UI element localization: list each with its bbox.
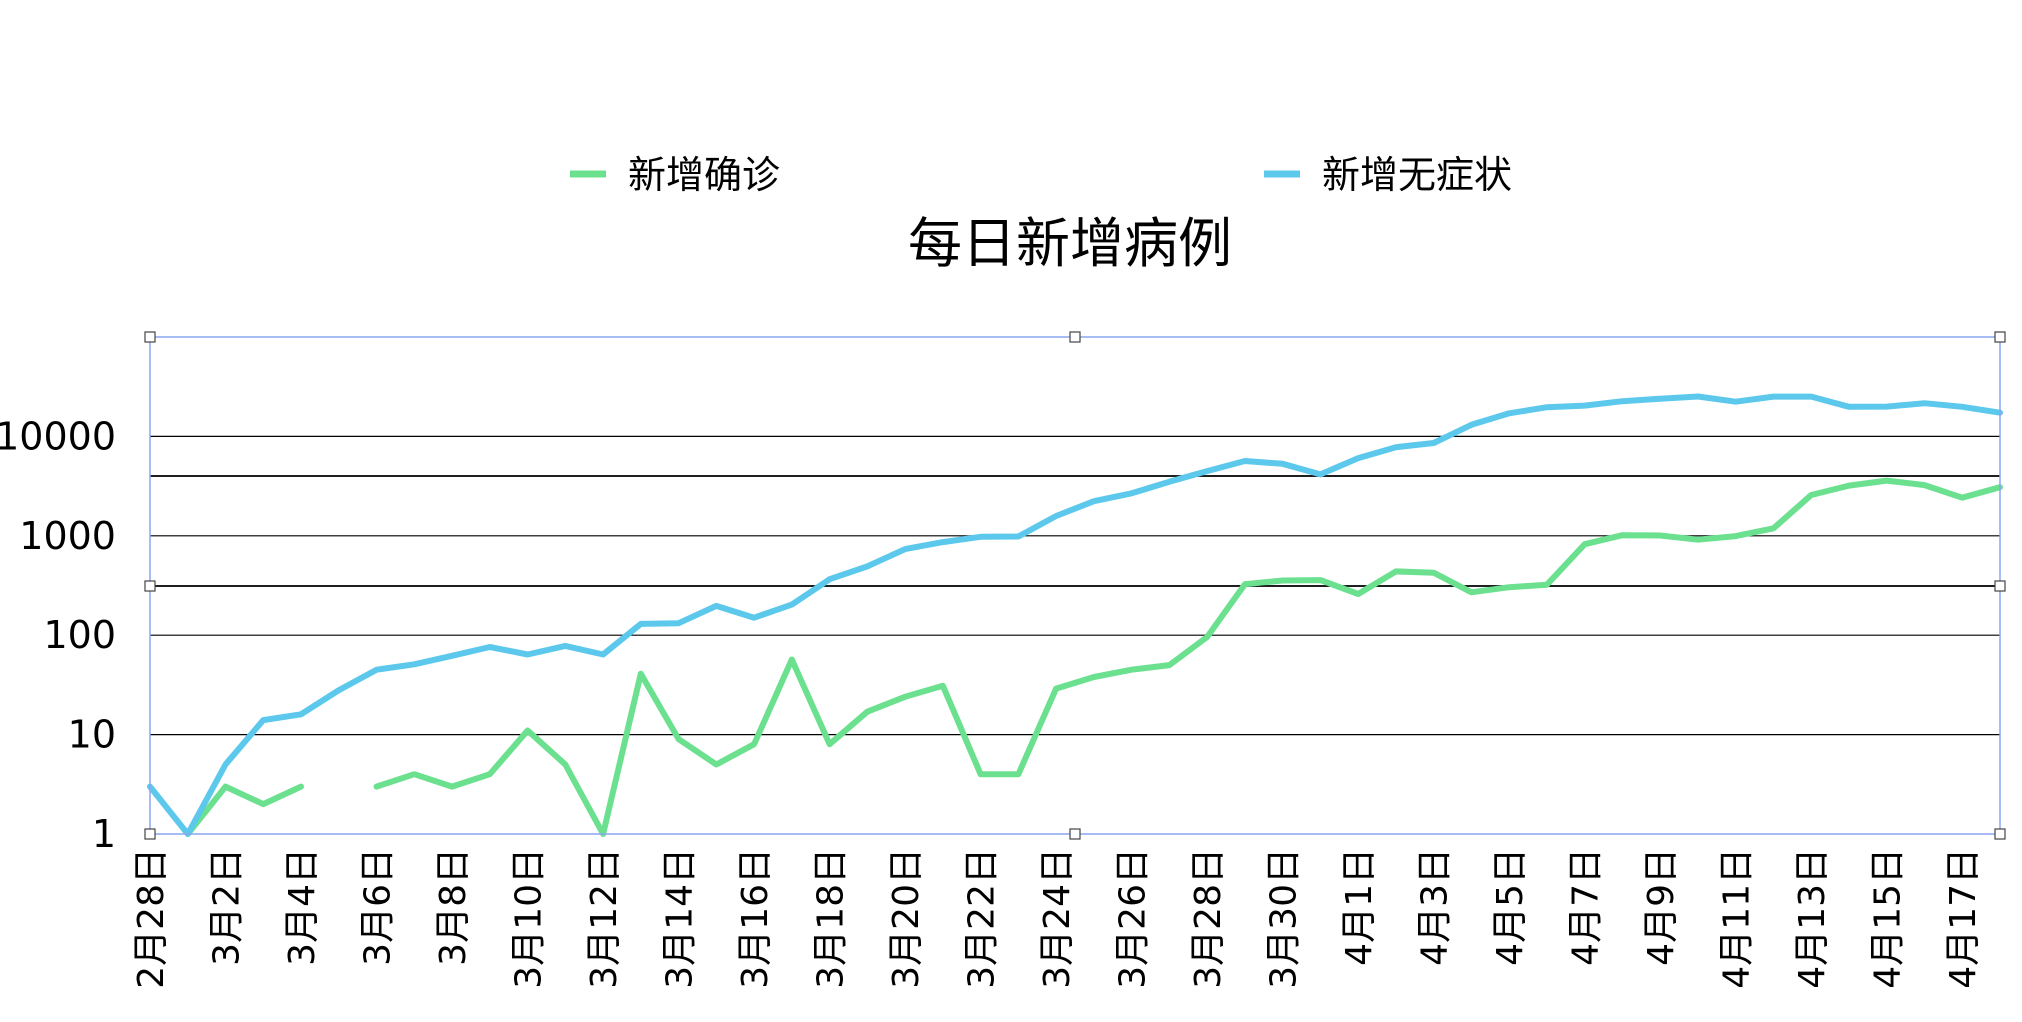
x-tick-label: 4月3日: [1415, 848, 1456, 966]
legend-label: 新增确诊: [628, 153, 780, 197]
x-tick-label: 4月11日: [1717, 848, 1758, 989]
x-tick-label: 4月5日: [1490, 848, 1531, 966]
x-tick-label: 4月9日: [1641, 848, 1682, 966]
x-tick-label: 4月7日: [1566, 848, 1607, 966]
x-tick-label: 3月4日: [282, 848, 323, 966]
y-tick-label: 10000: [0, 414, 116, 458]
series-line-新增无症状: [147, 393, 2003, 837]
x-tick-label: 3月22日: [962, 848, 1003, 989]
y-tick-label: 1: [92, 812, 116, 856]
y-tick-label: 100: [43, 613, 116, 657]
plot-selection-frame[interactable]: [144, 331, 2006, 840]
x-tick-label: 3月24日: [1037, 848, 1078, 989]
legend-label: 新增无症状: [1322, 153, 1512, 197]
x-tick-label: 3月14日: [660, 848, 701, 989]
x-tick-label: 3月12日: [584, 848, 625, 989]
x-tick-label: 3月26日: [1113, 848, 1154, 989]
y-axis-ticks: 1 10 100 1000 10000: [0, 414, 116, 856]
series-lines: [147, 393, 2003, 837]
chart-title: 每日新增病例: [908, 212, 1232, 275]
series-line-新增确诊: [184, 477, 2003, 837]
resize-handle[interactable]: [144, 580, 156, 592]
x-tick-label: 3月20日: [886, 848, 927, 989]
x-tick-label: 3月18日: [811, 848, 852, 989]
x-tick-label: 3月8日: [433, 848, 474, 966]
y-tick-label: 10: [68, 713, 116, 757]
x-axis-ticks: 2月28日 3月2日 3月4日 3月6日 3月8日 3月10日 3月12日 3月14日 3月16…: [131, 848, 1984, 989]
x-tick-label: 3月28日: [1188, 848, 1229, 989]
x-tick-label: 4月17日: [1943, 848, 1984, 989]
resize-handle[interactable]: [144, 828, 156, 840]
y-tick-label: 1000: [19, 514, 116, 558]
x-tick-label: 3月30日: [1264, 848, 1305, 989]
x-tick-label: 3月2日: [207, 848, 248, 966]
resize-handle[interactable]: [1994, 331, 2006, 343]
x-tick-label: 3月6日: [358, 848, 399, 966]
gridlines: [150, 435, 2000, 736]
resize-handle[interactable]: [1994, 580, 2006, 592]
resize-handle[interactable]: [1069, 828, 1081, 840]
x-tick-label: 3月16日: [735, 848, 776, 989]
resize-handle[interactable]: [144, 331, 156, 343]
resize-handle[interactable]: [1069, 331, 1081, 343]
x-tick-label: 4月13日: [1792, 848, 1833, 989]
x-tick-label: 2月28日: [131, 848, 172, 989]
x-tick-label: 4月1日: [1339, 848, 1380, 966]
resize-handle[interactable]: [1994, 828, 2006, 840]
x-tick-label: 3月10日: [509, 848, 550, 989]
legend: 新增确诊 新增无症状: [570, 153, 1512, 197]
x-tick-label: 4月15日: [1868, 848, 1909, 989]
